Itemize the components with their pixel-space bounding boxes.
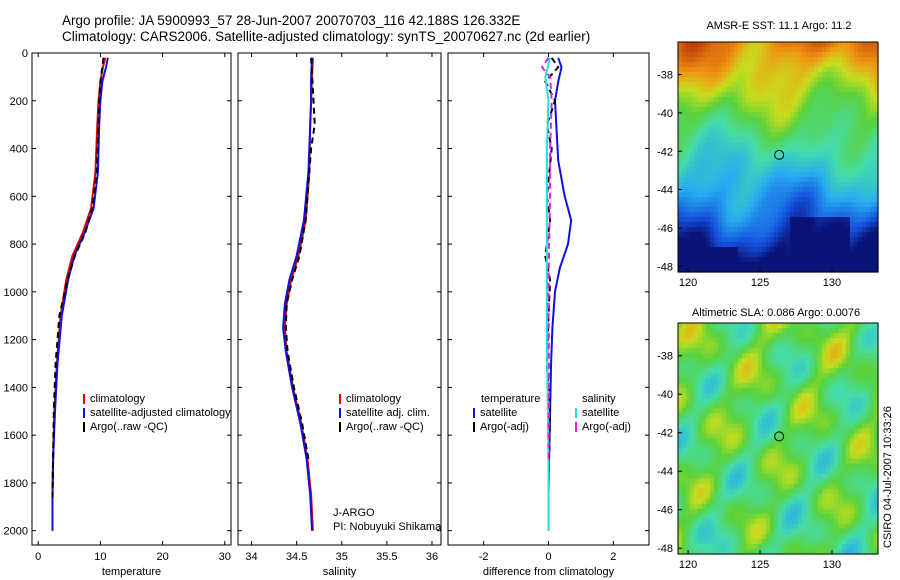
map-altimetric-sla-frame — [677, 322, 879, 555]
map-amsr-sst-xtick-label: 120 — [679, 277, 697, 289]
panel-salinity-xlabel: salinity — [323, 566, 357, 578]
legend-difference-label: Argo(-adj) — [582, 421, 631, 433]
map-amsr-sst-argo-marker — [774, 149, 785, 160]
depth-tick-label: 400 — [10, 144, 28, 156]
legend-difference-label: satellite — [480, 407, 517, 419]
map-altimetric-sla-heatmap-field — [678, 323, 879, 555]
map-amsr-sst-ytick-label: -42 — [657, 146, 673, 158]
map-altimetric-sla-title: Altimetric SLA: 0.086 Argo: 0.0076 — [692, 307, 860, 319]
depth-tick-label: 800 — [10, 239, 28, 251]
panel-salinity-xtick-label: 35 — [336, 551, 348, 563]
legend-difference-label: satellite — [582, 407, 619, 419]
legend-difference-header: temperature — [481, 393, 540, 405]
legend-difference-header: salinity — [582, 393, 616, 405]
panel-temperature-series-2 — [51, 57, 105, 500]
legend-difference-label: Argo(-adj) — [480, 421, 529, 433]
depth-tick-label: 1200 — [4, 335, 28, 347]
panel-difference-xtick-label: -2 — [479, 551, 489, 563]
map-amsr-sst-heatmap-field — [678, 42, 879, 273]
map-amsr-sst-ytick-label: -40 — [657, 108, 673, 120]
panel-salinity-xtick-label: 35.5 — [376, 551, 397, 563]
figure-title-line1: Argo profile: JA 5900993_57 28-Jun-2007 … — [62, 13, 521, 28]
legend-salinity-label: satellite adj. clim. — [346, 407, 430, 419]
legend-temperature-label: satellite-adjusted climatology — [90, 407, 231, 419]
map-altimetric-sla-xtick-label: 125 — [751, 559, 769, 571]
figure-title-line2: Climatology: CARS2006. Satellite-adjuste… — [62, 29, 591, 44]
map-altimetric-sla-xtick-label: 130 — [823, 559, 841, 571]
panel-salinity-xtick-label: 34.5 — [286, 551, 307, 563]
map-amsr-sst-ytick-label: -38 — [657, 70, 673, 82]
map-altimetric-sla-ytick-label: -40 — [657, 389, 673, 401]
map-amsr-sst-frame — [677, 41, 879, 273]
panel-temperature-xtick-label: 20 — [156, 551, 168, 563]
panel-temperature-frame — [31, 52, 232, 546]
legend-salinity-label: climatology — [346, 393, 402, 405]
panel-difference-xtick-label: 2 — [610, 551, 616, 563]
map-altimetric-sla-xtick-label: 120 — [679, 559, 697, 571]
map-amsr-sst-xtick-label: 130 — [823, 277, 841, 289]
map-amsr-sst-ytick-label: -46 — [657, 223, 673, 235]
map-altimetric-sla-ytick-label: -42 — [657, 428, 673, 440]
panel-temperature-xtick-label: 0 — [35, 551, 41, 563]
map-amsr-sst-xtick-label: 125 — [751, 277, 769, 289]
panel-temperature-xtick-label: 10 — [94, 551, 106, 563]
panel-salinity-series-2 — [284, 57, 316, 460]
depth-tick-label: 1000 — [4, 287, 28, 299]
map-altimetric-sla-argo-marker — [774, 431, 785, 442]
legend-salinity-label: Argo(..raw -QC) — [346, 421, 424, 433]
panel-difference-xtick-label: 0 — [545, 551, 551, 563]
depth-tick-label: 200 — [10, 96, 28, 108]
map-altimetric-sla-ytick-label: -38 — [657, 351, 673, 363]
map-altimetric-sla-ytick-label: -46 — [657, 505, 673, 517]
panel-temperature-xlabel: temperature — [102, 566, 161, 578]
panel-temperature-xtick-label: 30 — [219, 551, 231, 563]
panel-salinity-xtick-label: 34 — [245, 551, 257, 563]
panel-salinity-series-1 — [282, 57, 313, 531]
float-annotation: PI: Nobuyuki Shikama — [333, 521, 442, 533]
panel-difference-series-2 — [544, 57, 552, 531]
depth-tick-label: 1600 — [4, 430, 28, 442]
panel-salinity-xtick-label: 36 — [426, 551, 438, 563]
panel-difference-xlabel: difference from climatology — [483, 566, 615, 578]
depth-tick-label: 600 — [10, 191, 28, 203]
map-amsr-sst-ytick-label: -48 — [657, 261, 673, 273]
panel-salinity-frame — [237, 52, 442, 546]
map-altimetric-sla-ytick-label: -48 — [657, 543, 673, 555]
map-amsr-sst-title: AMSR-E SST: 11.1 Argo: 11.2 — [706, 20, 851, 32]
map-amsr-sst-ytick-label: -44 — [657, 185, 673, 197]
map-altimetric-sla-ytick-label: -44 — [657, 466, 673, 478]
legend-temperature-label: climatology — [90, 393, 146, 405]
depth-tick-label: 1800 — [4, 478, 28, 490]
depth-tick-label: 0 — [22, 48, 28, 60]
legend-temperature-label: Argo(..raw -QC) — [90, 421, 168, 433]
float-annotation: J-ARGO — [333, 507, 375, 519]
depth-tick-label: 2000 — [4, 526, 28, 538]
depth-tick-label: 1400 — [4, 382, 28, 394]
